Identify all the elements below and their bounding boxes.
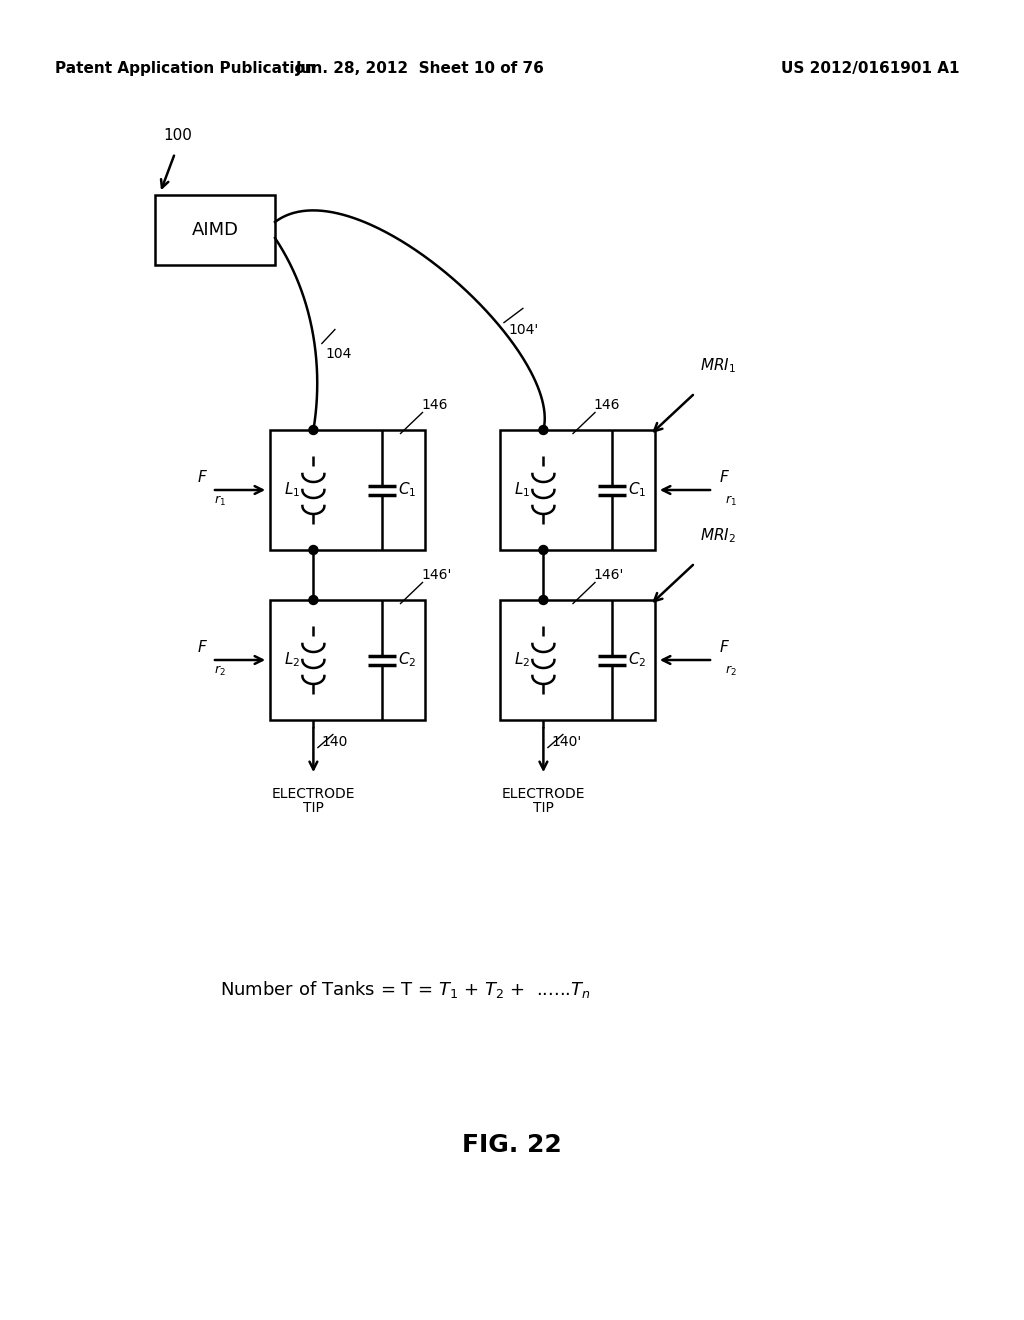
- Text: Jun. 28, 2012  Sheet 10 of 76: Jun. 28, 2012 Sheet 10 of 76: [296, 61, 545, 75]
- Text: FIG. 22: FIG. 22: [462, 1133, 562, 1158]
- Text: 104: 104: [326, 347, 352, 360]
- Text: $MRI_2$: $MRI_2$: [700, 527, 736, 545]
- Bar: [500, 430, 655, 550]
- Bar: [270, 601, 425, 719]
- Text: 146': 146': [594, 568, 624, 582]
- Text: $C_1$: $C_1$: [628, 480, 646, 499]
- Text: Patent Application Publication: Patent Application Publication: [55, 61, 315, 75]
- Circle shape: [539, 545, 548, 554]
- Text: $L_1$: $L_1$: [285, 480, 300, 499]
- Text: 146: 146: [594, 399, 620, 412]
- Text: TIP: TIP: [532, 801, 554, 814]
- Text: $C_1$: $C_1$: [397, 480, 416, 499]
- Text: 104': 104': [508, 323, 539, 337]
- Text: $L_2$: $L_2$: [285, 651, 300, 669]
- Text: TIP: TIP: [303, 801, 324, 814]
- Bar: [500, 601, 655, 719]
- Circle shape: [309, 545, 317, 554]
- Text: AIMD: AIMD: [191, 220, 239, 239]
- Bar: [155, 195, 275, 265]
- Text: $F$: $F$: [197, 469, 208, 484]
- Text: 140: 140: [322, 735, 348, 748]
- Text: $L_1$: $L_1$: [514, 480, 530, 499]
- Text: Number of Tanks = T = $T_1$ + $T_2$ +  ......$T_n$: Number of Tanks = T = $T_1$ + $T_2$ + ..…: [220, 979, 591, 1001]
- Circle shape: [309, 595, 317, 605]
- Text: $r_2$: $r_2$: [214, 664, 225, 678]
- Text: ELECTRODE: ELECTRODE: [271, 787, 355, 801]
- Text: US 2012/0161901 A1: US 2012/0161901 A1: [780, 61, 959, 75]
- Text: $r_2$: $r_2$: [725, 664, 736, 678]
- Text: 100: 100: [163, 128, 191, 143]
- Text: $C_2$: $C_2$: [397, 651, 416, 669]
- Text: 146': 146': [421, 568, 452, 582]
- Bar: [270, 430, 425, 550]
- Text: ELECTRODE: ELECTRODE: [502, 787, 585, 801]
- Text: 140': 140': [551, 735, 582, 748]
- Text: $C_2$: $C_2$: [628, 651, 646, 669]
- Text: $MRI_1$: $MRI_1$: [700, 356, 736, 375]
- Text: $r_1$: $r_1$: [725, 494, 737, 508]
- Circle shape: [539, 595, 548, 605]
- Circle shape: [309, 425, 317, 434]
- Text: $r_1$: $r_1$: [214, 494, 226, 508]
- Text: $L_2$: $L_2$: [514, 651, 530, 669]
- Circle shape: [539, 425, 548, 434]
- Text: $F$: $F$: [719, 639, 730, 655]
- Text: $F$: $F$: [719, 469, 730, 484]
- Text: 146: 146: [421, 399, 447, 412]
- Text: $F$: $F$: [197, 639, 208, 655]
